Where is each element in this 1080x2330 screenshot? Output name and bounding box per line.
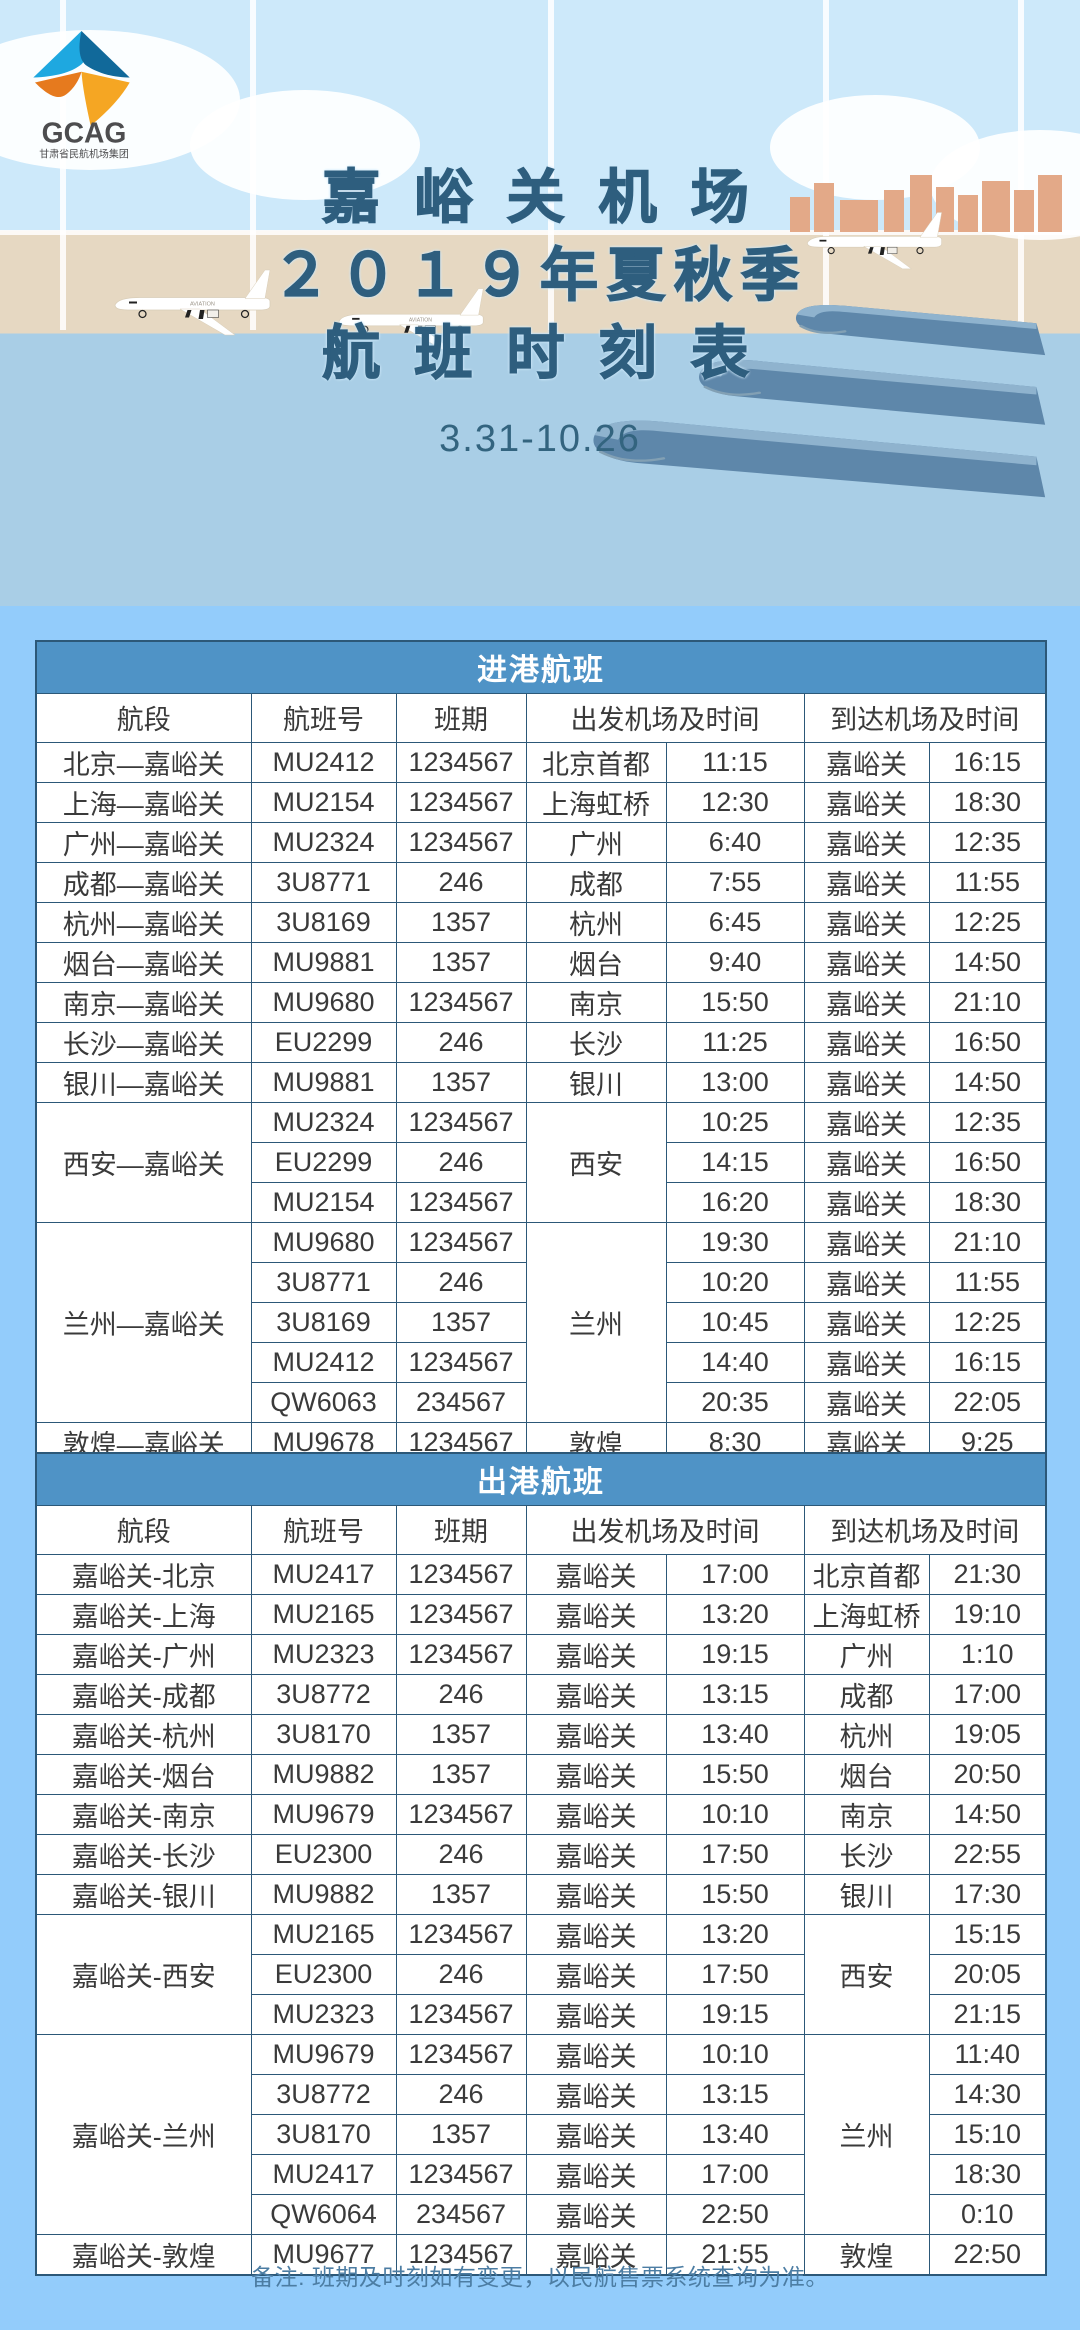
svg-text:GCAG: GCAG [42, 116, 127, 148]
